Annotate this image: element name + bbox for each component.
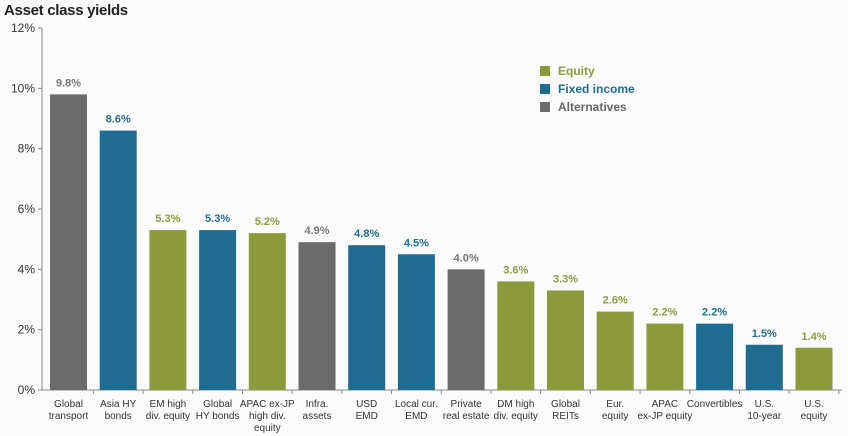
x-tick-label: high div. (249, 411, 286, 422)
x-tick-label: equity (602, 411, 629, 422)
x-tick-label: Private (451, 399, 483, 410)
bar (547, 290, 584, 390)
legend-swatch (540, 102, 550, 112)
x-tick-label: Convertibles (687, 399, 743, 410)
bar (696, 323, 734, 390)
x-tick-label: Global (551, 399, 580, 410)
legend: Equity Fixed income Alternatives (540, 62, 635, 116)
legend-item: Equity (540, 62, 635, 80)
y-tick-label: 2% (18, 323, 36, 337)
x-tick-label: USD (356, 399, 377, 410)
x-tick-label: equity (254, 423, 281, 434)
bar (447, 269, 485, 390)
bar-value-label: 2.2% (652, 307, 677, 319)
bar-value-label: 5.2% (255, 216, 280, 228)
bar (99, 130, 137, 391)
x-tick-label: div. equity (494, 411, 538, 422)
x-tick-label: Asia HY (100, 399, 136, 410)
legend-swatch (540, 66, 550, 76)
bar-value-label: 5.3% (155, 213, 180, 225)
x-tick-label: U.S. (755, 399, 774, 410)
x-tick-label: HY bonds (196, 411, 240, 422)
y-tick-label: 12% (11, 21, 35, 35)
x-tick-label: Local cur. (395, 399, 438, 410)
bar (497, 281, 535, 390)
bar (298, 242, 336, 390)
x-tick-label: ex-JP equity (637, 411, 692, 422)
legend-item: Alternatives (540, 98, 635, 116)
bar-value-label: 9.8% (56, 77, 81, 89)
x-tick-label: DM high (497, 399, 534, 410)
bar (50, 94, 87, 390)
legend-label: Equity (558, 64, 595, 78)
bar (795, 347, 833, 390)
x-tick-label: Global (203, 399, 232, 410)
x-tick-label: 10-year (747, 411, 782, 422)
bar-value-label: 5.3% (205, 213, 230, 225)
bar (596, 311, 634, 390)
y-tick-label: 8% (18, 142, 36, 156)
bar (745, 344, 783, 390)
chart-title: Asset class yields (4, 2, 128, 19)
legend-item: Fixed income (540, 80, 635, 98)
y-tick-label: 10% (11, 81, 35, 95)
y-tick-label: 0% (18, 383, 36, 397)
x-tick-label: APAC ex-JP (240, 399, 295, 410)
x-tick-label: bonds (105, 411, 132, 422)
legend-label: Fixed income (558, 82, 635, 96)
bar (646, 323, 684, 390)
bar-value-label: 4.0% (454, 252, 479, 264)
x-tick-label: EMD (405, 411, 427, 422)
x-tick-label: EM high (150, 399, 187, 410)
bar-value-label: 4.9% (304, 225, 329, 237)
y-tick-label: 4% (18, 262, 36, 276)
x-tick-label: U.S. (804, 399, 823, 410)
x-tick-label: APAC (652, 399, 679, 410)
legend-label: Alternatives (558, 100, 627, 114)
y-tick-label: 6% (18, 202, 36, 216)
x-tick-label: Infra. (306, 399, 329, 410)
bar-value-label: 1.5% (752, 328, 777, 340)
bar-value-label: 3.6% (503, 264, 528, 276)
bar-value-label: 2.6% (603, 295, 628, 307)
bar (348, 245, 386, 390)
bar-value-label: 8.6% (106, 114, 131, 126)
x-tick-label: Eur. (606, 399, 624, 410)
bar (149, 230, 187, 390)
legend-swatch (540, 84, 550, 94)
x-tick-label: EMD (356, 411, 378, 422)
bar-value-label: 2.2% (702, 307, 727, 319)
x-tick-label: Global (54, 399, 83, 410)
x-tick-label: assets (303, 411, 332, 422)
bar-value-label: 1.4% (801, 331, 826, 343)
x-tick-label: transport (49, 411, 89, 422)
bar (199, 230, 237, 390)
bar (397, 254, 435, 390)
bar (248, 233, 286, 390)
x-tick-label: REITs (552, 411, 579, 422)
bar-value-label: 3.3% (553, 273, 578, 285)
bar-value-label: 4.8% (354, 228, 379, 240)
bar-value-label: 4.5% (404, 237, 429, 249)
x-tick-label: div. equity (146, 411, 190, 422)
x-tick-label: real estate (443, 411, 490, 422)
x-tick-label: equity (801, 411, 828, 422)
